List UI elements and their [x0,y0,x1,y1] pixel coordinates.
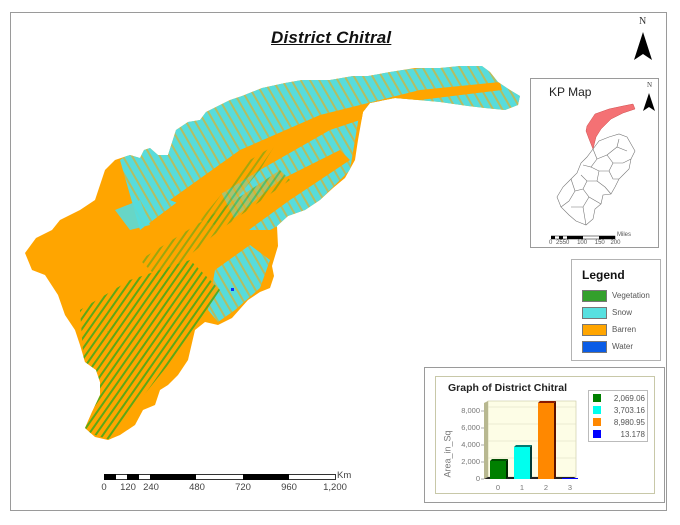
barren-swatch [582,324,607,336]
district-landcover-map [25,66,520,440]
graph-legend-item: 8,980.95 [593,417,649,428]
graph-legend-item: 3,703.16 [593,405,649,416]
graph-legend: 2,069.06 3,703.16 8,980.95 13.178 [588,390,648,442]
bar-chart: 0 2,000 4,000 6,000 8,000 0 1 2 3 [461,400,578,492]
svg-text:4,000: 4,000 [461,440,480,449]
vegetation-swatch [582,290,607,302]
graph-legend-item: 13.178 [593,429,649,440]
map-legend: Legend Vegetation Snow Barren Water [571,259,661,361]
graph-title: Graph of District Chitral [448,382,568,394]
legend-item-vegetation: Vegetation [582,290,662,304]
inset-scale-ticks: 0 2550 100 150 200 [549,240,621,246]
scale-bar: Km 0 120 240 480 720 960 1,200 [101,470,352,493]
north-label: N [639,16,647,27]
svg-text:8,000: 8,000 [461,406,480,415]
legend-title: Legend [582,268,625,282]
legend-item-snow: Snow [582,307,662,321]
inset-scale-unit: Miles [617,232,632,238]
graph-legend-item: 2,069.06 [593,393,649,404]
svg-text:3: 3 [568,483,572,492]
water-swatch [582,341,607,353]
area-graph-frame: Graph of District Chitral Area_in_Sq [424,367,665,503]
area-graph: Graph of District Chitral Area_in_Sq [435,376,655,494]
inset-kp-map: KP Map N Miles [530,78,659,248]
map-title: District Chitral [271,28,392,47]
snow-swatch [582,307,607,319]
svg-text:0: 0 [496,483,500,492]
inset-north-label: N [647,81,653,89]
inset-title: KP Map [549,85,592,99]
scale-unit: Km [337,470,352,481]
scale-bar-graphic [104,474,336,480]
inset-scale-bar [551,235,616,240]
inset-north-arrow-icon [643,93,655,111]
legend-item-barren: Barren [582,324,662,338]
svg-text:0: 0 [476,474,480,483]
kp-province-outline [556,103,636,226]
legend-item-water: Water [582,341,662,355]
svg-text:2: 2 [544,483,548,492]
svg-text:6,000: 6,000 [461,423,480,432]
north-arrow-icon [634,32,652,60]
svg-text:1: 1 [520,483,524,492]
north-arrow: N [630,16,656,66]
svg-text:2,000: 2,000 [461,457,480,466]
